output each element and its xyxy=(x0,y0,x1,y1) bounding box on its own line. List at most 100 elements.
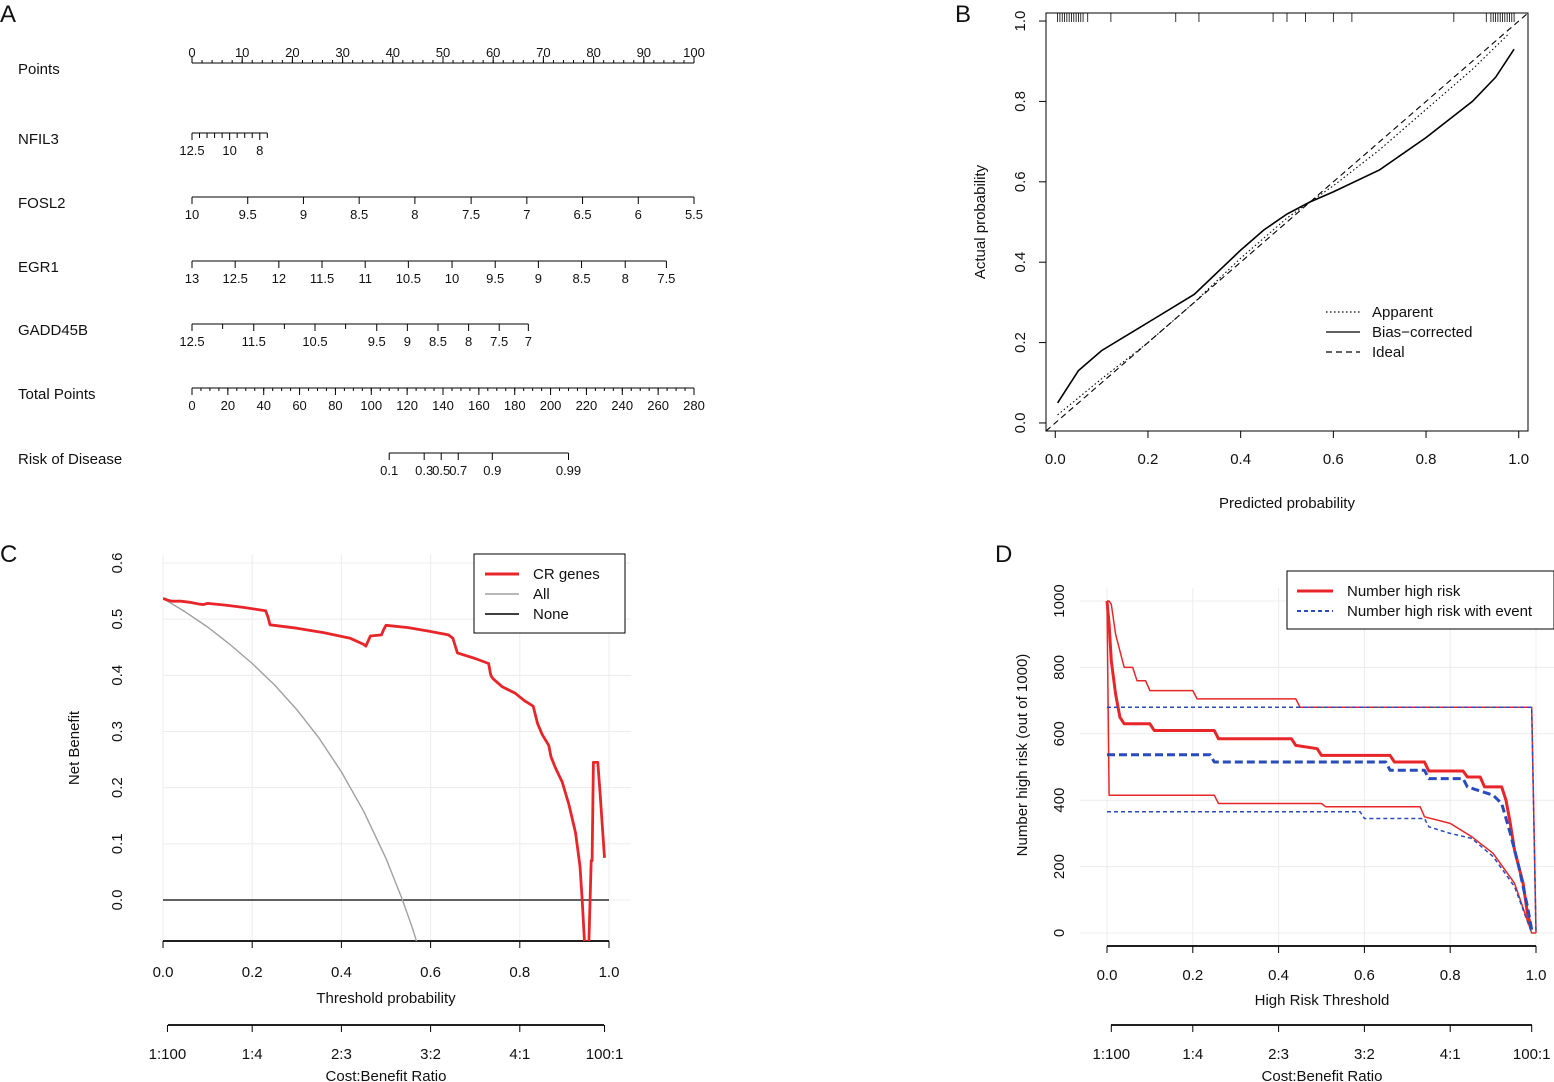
series-cr-genes xyxy=(163,597,606,941)
x-tick-label: 1.0 xyxy=(599,964,620,981)
tick-label: 8.5 xyxy=(573,271,591,286)
y-axis-label: Actual probability xyxy=(972,164,989,279)
tick-label: 10 xyxy=(445,271,459,286)
tick-label: 100 xyxy=(683,45,705,60)
tick-label: 60 xyxy=(486,45,500,60)
y-tick-label: 0.5 xyxy=(109,609,126,630)
tick-label: 9 xyxy=(535,271,542,286)
legend-label: All xyxy=(533,586,550,603)
y-tick-label: 800 xyxy=(1051,655,1068,680)
row-label-points: Points xyxy=(18,61,60,78)
tick-label: 240 xyxy=(611,398,633,413)
tick-label: 20 xyxy=(285,45,299,60)
tick-label: 7 xyxy=(525,334,532,349)
tick-label: 8 xyxy=(465,334,472,349)
tick-label: 10 xyxy=(185,207,199,222)
secondary-tick-label: 1:4 xyxy=(1182,1046,1203,1063)
tick-label: 70 xyxy=(536,45,550,60)
tick-label: 7.5 xyxy=(657,271,675,286)
tick-label: 13 xyxy=(185,271,199,286)
tick-label: 20 xyxy=(221,398,235,413)
secondary-tick-label: 4:1 xyxy=(509,1046,530,1063)
tick-label: 8 xyxy=(411,207,418,222)
legend-label: Number high risk with event xyxy=(1347,603,1533,620)
tick-label: 0.7 xyxy=(449,463,467,478)
tick-label: 9.5 xyxy=(239,207,257,222)
tick-label: 120 xyxy=(396,398,418,413)
y-tick-label: 0.3 xyxy=(109,721,126,742)
secondary-tick-label: 2:3 xyxy=(1268,1046,1289,1063)
tick-label: 40 xyxy=(256,398,270,413)
tick-label: 50 xyxy=(436,45,450,60)
y-tick-label: 0 xyxy=(1051,929,1068,937)
series-number-high-risk-with-event-upper xyxy=(1107,706,1537,934)
tick-label: 11 xyxy=(358,271,372,286)
y-tick-label: 0.2 xyxy=(1012,332,1029,353)
x-tick-label: 0.0 xyxy=(1097,967,1118,984)
tick-label: 0.9 xyxy=(483,463,501,478)
x-tick-label: 1.0 xyxy=(1508,451,1529,468)
x-tick-label: 0.8 xyxy=(1416,451,1437,468)
x-tick-label: 0.6 xyxy=(1354,967,1375,984)
calibration-panel: 0.0 0.2 0.4 0.6 0.8 1.0 0.0 0.2 0.4 0.6 0.8 1.0 Pred… xyxy=(972,11,1529,512)
series-ideal xyxy=(1045,12,1529,432)
y-tick-label: 1000 xyxy=(1051,584,1068,617)
secondary-tick-label: 100:1 xyxy=(586,1046,624,1063)
x-tick-label: 0.4 xyxy=(1268,967,1289,984)
series-number-high-risk-with-event-lower xyxy=(1107,811,1533,934)
tick-label: 0.1 xyxy=(380,463,398,478)
series-apparent xyxy=(1057,32,1510,416)
y-tick-label: 0.0 xyxy=(109,890,126,911)
y-tick-label: 0.1 xyxy=(109,833,126,854)
tick-label: 11.5 xyxy=(310,271,334,286)
series-group xyxy=(163,597,609,941)
tick-label: 80 xyxy=(586,45,600,60)
tick-label: 0.5 xyxy=(432,463,450,478)
series-number-high-risk-upper xyxy=(1107,600,1537,934)
secondary-tick-label: 1:4 xyxy=(242,1046,263,1063)
legend-label: Bias−corrected xyxy=(1372,324,1472,341)
row-label-total-points: Total Points xyxy=(18,386,96,403)
tick-label: 140 xyxy=(432,398,454,413)
tick-label: 260 xyxy=(647,398,669,413)
x-tick-label: 0.6 xyxy=(420,964,441,981)
secondary-tick-label: 1:100 xyxy=(149,1046,187,1063)
legend-label: Apparent xyxy=(1372,304,1434,321)
decision-curve-panel: 0.0 0.1 0.2 0.3 0.4 0.5 0.6 Net Benefit 0.0 0.2 0.… xyxy=(66,553,631,1082)
secondary-tick-label: 100:1 xyxy=(1513,1046,1551,1063)
tick-label: 8.5 xyxy=(429,334,447,349)
x-tick-label: 0.8 xyxy=(1440,967,1461,984)
x-tick-label: 0.6 xyxy=(1323,451,1344,468)
y-tick-label: 1.0 xyxy=(1012,11,1029,32)
panel-letter-c: C xyxy=(0,541,17,568)
tick-label: 8 xyxy=(622,271,629,286)
y-axis-label: Net Benefit xyxy=(66,710,83,785)
secondary-tick-label: 3:2 xyxy=(420,1046,441,1063)
row-label-egr1: EGR1 xyxy=(18,259,59,276)
x-tick-label: 0.0 xyxy=(1045,451,1066,468)
tick-label: 30 xyxy=(335,45,349,60)
panel-letter-d: D xyxy=(995,541,1012,568)
row-label-gadd45b: GADD45B xyxy=(18,322,88,339)
y-tick-label: 200 xyxy=(1051,854,1068,879)
y-tick-label: 0.0 xyxy=(1012,413,1029,434)
tick-label: 11.5 xyxy=(242,334,266,349)
legend-label: Ideal xyxy=(1372,344,1405,361)
panel-letter-b: B xyxy=(955,1,971,28)
tick-label: 0 xyxy=(188,45,195,60)
y-tick-label: 0.4 xyxy=(1012,252,1029,273)
x-tick-label: 0.8 xyxy=(509,964,530,981)
tick-label: 9.5 xyxy=(486,271,504,286)
x-axis-label: Predicted probability xyxy=(1219,495,1355,512)
y-tick-label: 0.2 xyxy=(109,777,126,798)
secondary-axis-label: Cost:Benefit Ratio xyxy=(326,1068,447,1082)
tick-label: 7 xyxy=(523,207,530,222)
secondary-tick-label: 1:100 xyxy=(1093,1046,1131,1063)
x-axis-label: High Risk Threshold xyxy=(1255,992,1390,1009)
tick-label: 160 xyxy=(468,398,490,413)
tick-label: 12.5 xyxy=(179,334,204,349)
tick-label: 5.5 xyxy=(685,207,703,222)
secondary-tick-label: 3:2 xyxy=(1354,1046,1375,1063)
y-tick-label: 600 xyxy=(1051,721,1068,746)
